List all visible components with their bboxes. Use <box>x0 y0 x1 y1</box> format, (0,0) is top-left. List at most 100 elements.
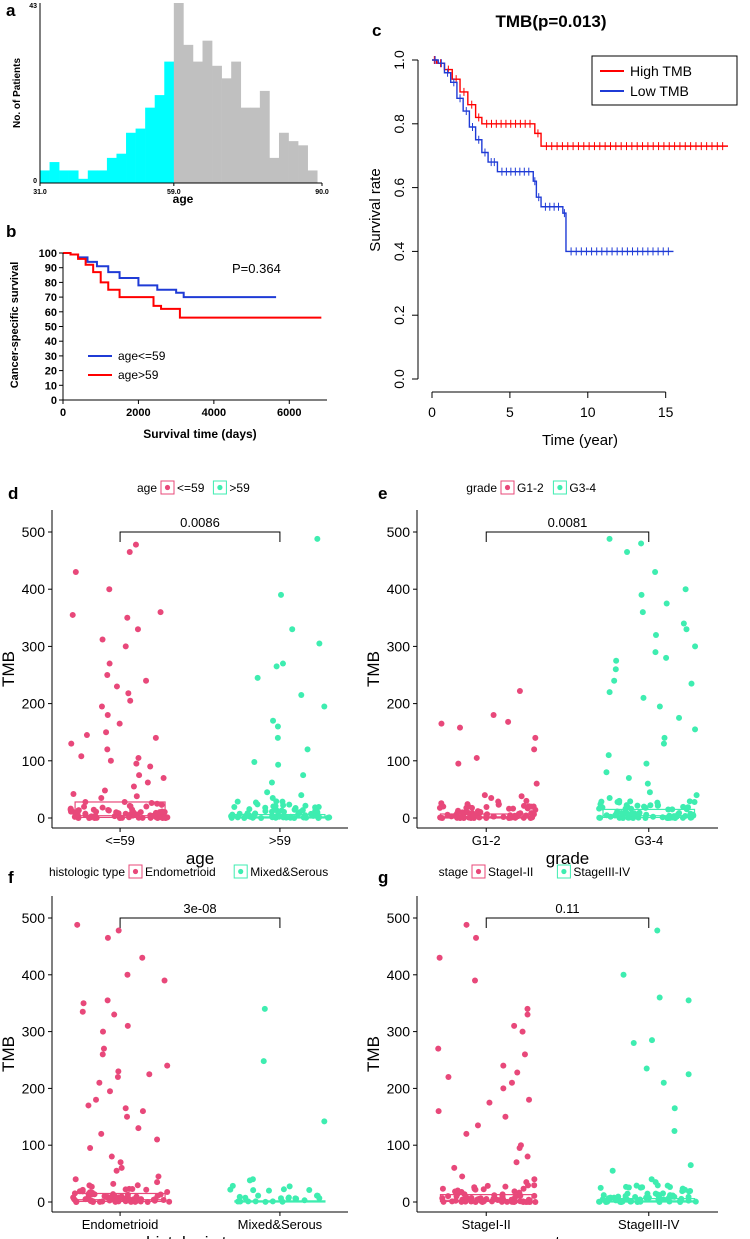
data-point <box>161 977 168 984</box>
data-point <box>132 541 139 548</box>
legend-title: histologic type <box>49 865 125 879</box>
data-point <box>72 1176 79 1183</box>
box-iqr <box>74 1192 166 1203</box>
data-point <box>682 586 689 593</box>
significance-bracket <box>485 531 650 542</box>
data-point <box>105 806 112 813</box>
data-point <box>597 1184 604 1191</box>
data-point <box>80 1000 87 1007</box>
y-tick-label: 200 <box>22 696 46 712</box>
data-point <box>451 1164 458 1171</box>
data-point <box>246 1177 253 1184</box>
y-tick-label: 500 <box>22 910 46 926</box>
y-tick-label: 500 <box>387 910 411 926</box>
data-point <box>623 809 630 816</box>
p-value-label: 0.0081 <box>548 515 588 530</box>
p-value-label: 0.11 <box>555 901 579 916</box>
data-point <box>639 609 646 616</box>
data-point <box>620 971 627 978</box>
data-point <box>72 569 79 576</box>
x-tick-label: 6000 <box>277 407 301 419</box>
panel-label-e: e <box>378 484 387 503</box>
data-point <box>521 1051 528 1058</box>
data-point <box>85 1102 92 1109</box>
data-point <box>671 1128 678 1134</box>
data-point <box>609 1167 616 1174</box>
data-point <box>133 760 140 767</box>
data-point <box>157 609 164 616</box>
y-tick-label: 60 <box>45 307 57 319</box>
km-plot-c: 0 5 10 15 0.0 0.2 0.4 0.6 0.8 1.0 <box>391 50 728 420</box>
data-point <box>648 1037 655 1044</box>
histogram-bar <box>78 178 89 183</box>
data-point <box>628 810 635 817</box>
y-tick-label: 0 <box>37 1194 45 1210</box>
data-point <box>91 1191 98 1198</box>
data-point <box>98 794 105 801</box>
data-point <box>69 611 76 618</box>
data-point <box>275 761 282 768</box>
data-point <box>104 712 111 719</box>
data-point <box>618 809 625 816</box>
legend-box <box>591 55 738 106</box>
y-axis-label: No. of Patients <box>12 58 23 128</box>
data-point <box>634 802 641 809</box>
y-tick-label: 10 <box>45 380 57 392</box>
data-point <box>118 1193 125 1200</box>
data-point <box>435 1108 442 1115</box>
data-point <box>465 803 472 810</box>
panel-b: b 0 2000 4000 6000 0 10 20 30 40 50 60 70 80 90 100 P=… <box>6 222 327 441</box>
data-point <box>671 1105 678 1112</box>
histogram-bar <box>212 65 222 183</box>
data-point <box>302 802 309 809</box>
y-axis-label: Cancer-specific survival <box>9 262 21 389</box>
y-tick-label: 0.8 <box>391 114 407 134</box>
data-point <box>98 1130 105 1137</box>
data-point <box>526 1096 533 1103</box>
data-point <box>530 803 537 810</box>
data-point <box>603 769 610 776</box>
legend-label-high-tmb: High TMB <box>630 63 692 79</box>
data-point <box>646 789 653 796</box>
data-point <box>280 802 287 809</box>
data-point <box>114 1074 121 1081</box>
x-tick-label: 2000 <box>126 407 150 419</box>
data-point <box>652 649 659 656</box>
data-point <box>480 1186 487 1193</box>
legend-title: stage <box>439 865 469 879</box>
histogram-bar <box>68 170 79 183</box>
data-point <box>655 1193 662 1200</box>
data-point <box>122 643 129 650</box>
data-point <box>500 1085 507 1092</box>
data-point <box>643 760 650 767</box>
panel-e: e 0 100 200 300 400 500 TMB G1-2 G3-4 grade 0.0081… <box>364 480 718 868</box>
data-point <box>519 1028 526 1035</box>
data-point <box>87 1145 94 1152</box>
data-point <box>292 804 299 811</box>
data-point <box>654 799 661 806</box>
data-point <box>642 804 649 811</box>
data-point <box>640 694 647 701</box>
x-tick-label: >59 <box>269 833 291 848</box>
legend-label-group-1: <=59 <box>177 481 205 495</box>
legend-key-dot <box>217 484 223 491</box>
survival-line-b <box>432 59 674 253</box>
data-point <box>261 1005 268 1012</box>
histogram-bar <box>106 157 117 183</box>
data-point <box>654 927 661 934</box>
y-tick-label: 400 <box>387 967 411 983</box>
data-point <box>147 763 154 770</box>
data-point <box>124 614 131 621</box>
histogram-bar <box>192 61 203 183</box>
survival-line-b <box>63 252 322 319</box>
legend-label-age-gt-59: age>59 <box>118 368 159 382</box>
data-point <box>134 1182 141 1189</box>
data-point <box>134 626 141 633</box>
x-axis-label: histologic type <box>146 1233 254 1239</box>
data-point <box>520 1185 527 1192</box>
x-tick-label: 5 <box>506 404 514 420</box>
histogram-bar <box>126 132 136 183</box>
legend-key-dot <box>557 484 563 491</box>
data-point <box>312 804 319 811</box>
panel-c: c TMB(p=0.013) 0 5 10 150.00.20.40.60.81.0 … <box>367 12 738 449</box>
